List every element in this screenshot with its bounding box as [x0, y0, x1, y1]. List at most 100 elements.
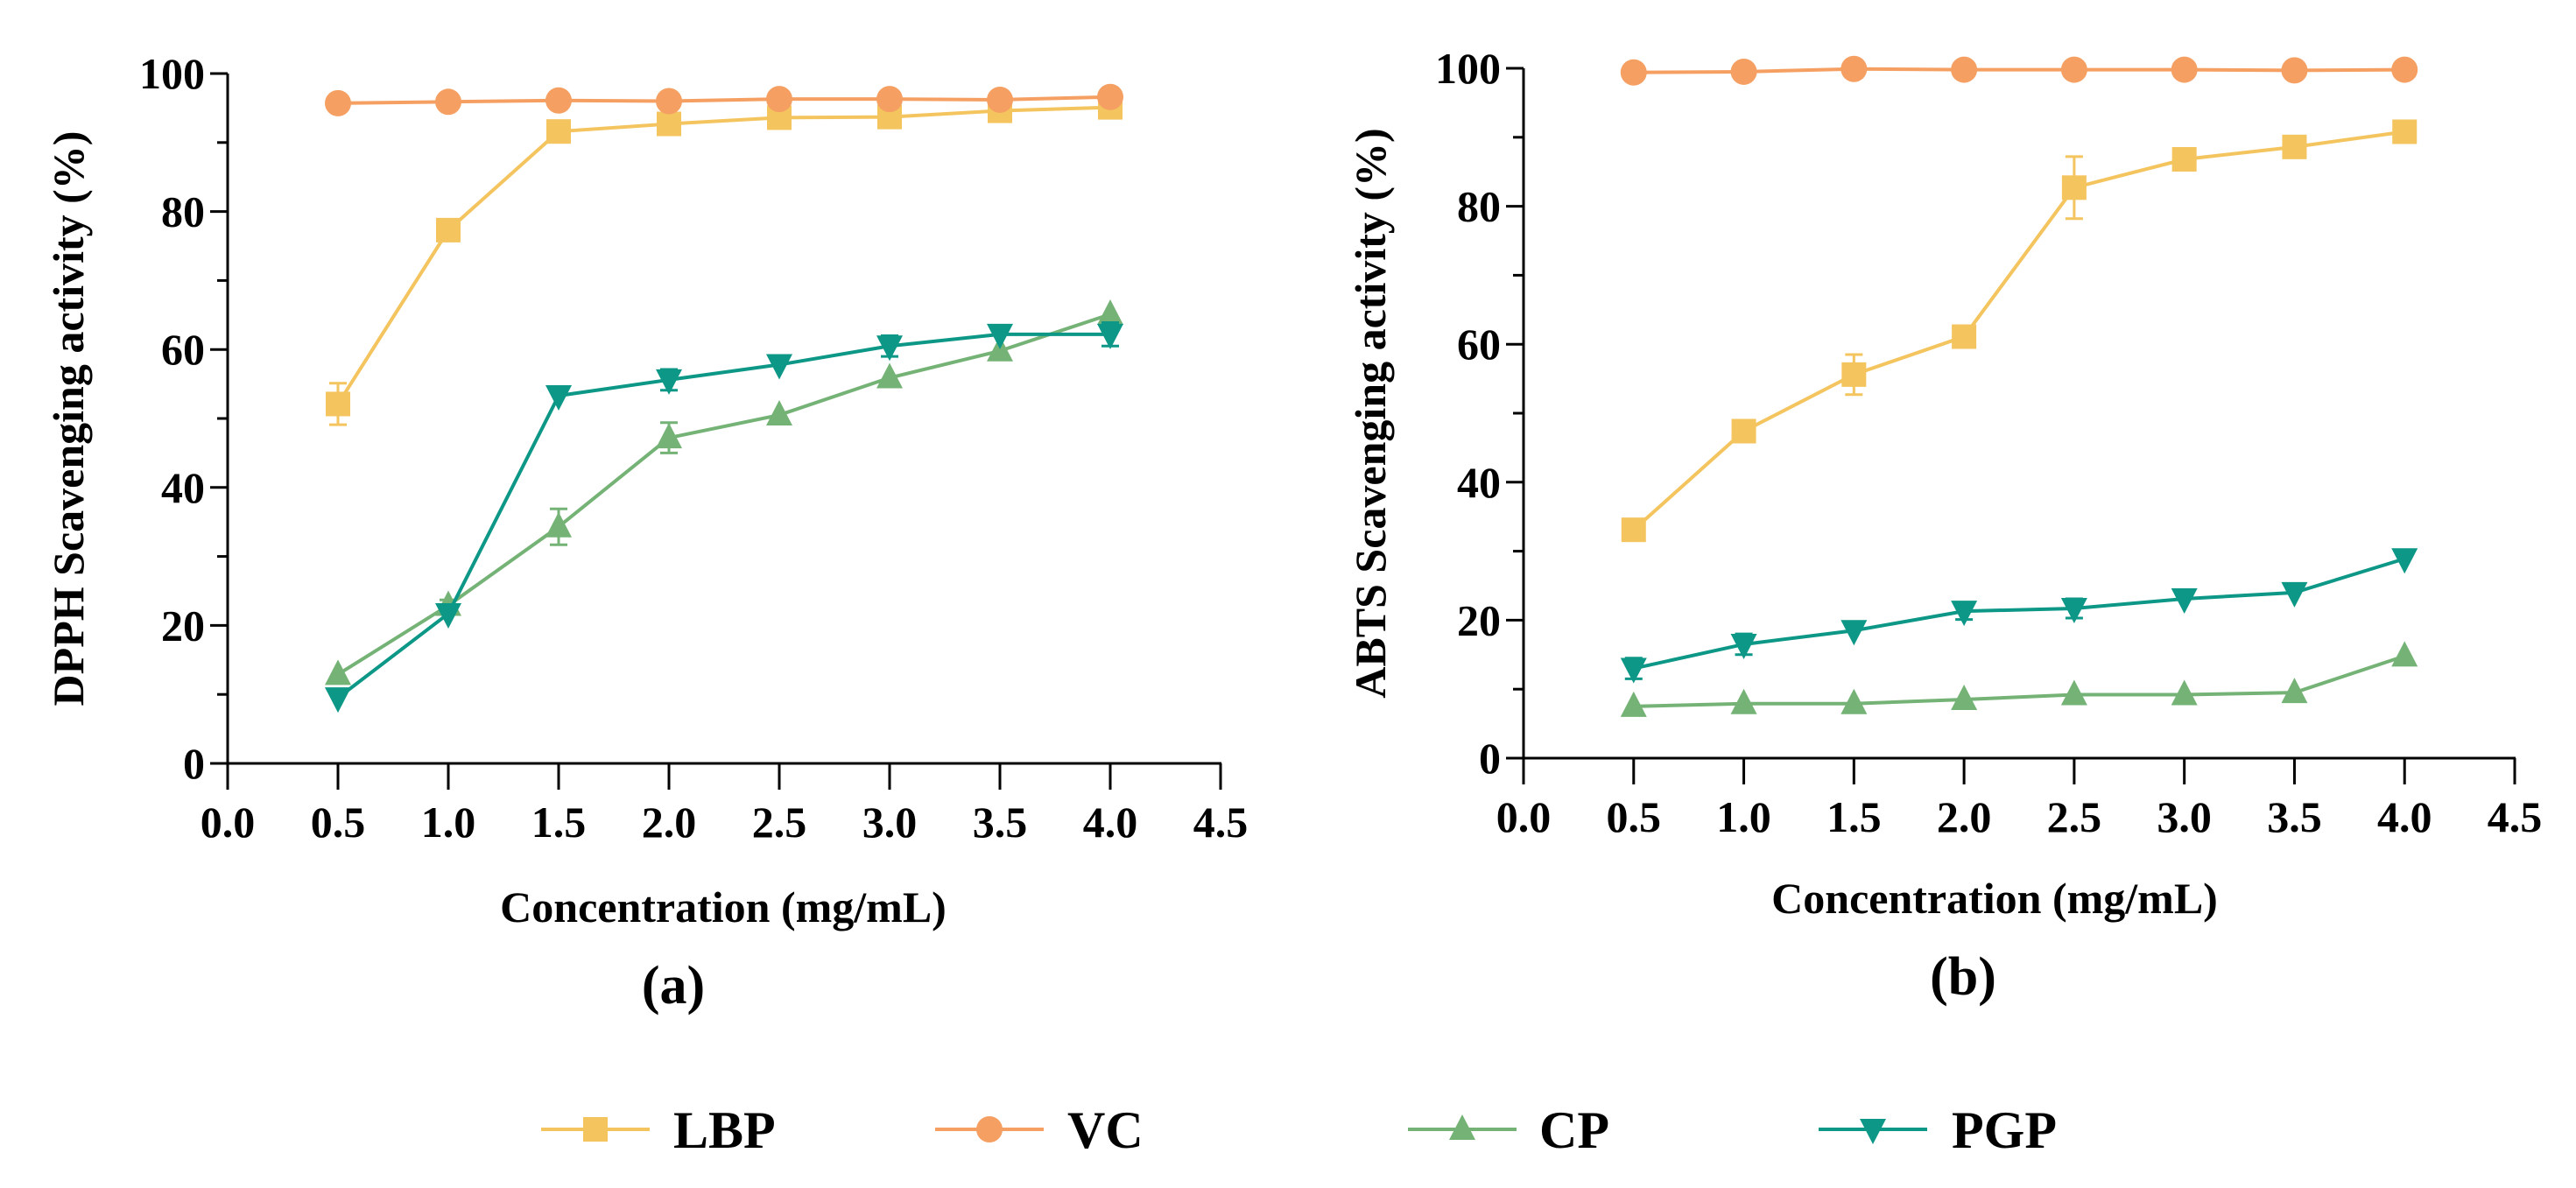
- chart-b-abts: ABTS Scavenging activity (%) Concentrati…: [1346, 44, 2542, 1007]
- data-point-vc: [1097, 83, 1123, 110]
- data-point-vc: [1620, 59, 1647, 86]
- data-point-lbp: [2392, 119, 2418, 144]
- legend-marker-lbp: [583, 1117, 608, 1142]
- x-tick-label: 4.0: [2377, 792, 2432, 841]
- y-tick-label: 80: [161, 187, 205, 236]
- x-tick-label: 3.0: [2157, 792, 2212, 841]
- data-point-lbp: [326, 391, 350, 417]
- data-point-pgp: [987, 323, 1013, 349]
- data-point-pgp: [435, 603, 461, 629]
- x-tick-label: 3.0: [862, 798, 918, 847]
- legend-label-lbp: LBP: [673, 1101, 776, 1159]
- y-tick-label: 80: [1457, 182, 1501, 231]
- legend-label-cp: CP: [1539, 1101, 1609, 1159]
- data-point-lbp: [1952, 324, 1977, 349]
- series-lbp: [326, 95, 1123, 426]
- y-tick-label: 0: [1479, 734, 1501, 783]
- x-tick-label: 3.5: [2267, 792, 2322, 841]
- data-point-vc: [435, 88, 461, 116]
- x-tick-label: 1.0: [421, 798, 476, 847]
- legend-item-vc: VC: [935, 1101, 1144, 1159]
- chart-b-y-axis-title: ABTS Scavenging activity (%): [1346, 128, 1395, 698]
- data-point-pgp: [1730, 633, 1757, 659]
- y-tick-label: 100: [139, 49, 205, 98]
- chart-a-panel-label: (a): [642, 956, 705, 1016]
- series-vc-line: [1633, 67, 2405, 74]
- series-cp: [1620, 641, 2418, 717]
- y-tick-label: 20: [1457, 595, 1501, 644]
- data-point-cp: [1730, 688, 1757, 714]
- data-point-cp: [656, 423, 682, 449]
- x-tick-label: 0.0: [201, 798, 256, 847]
- data-point-lbp: [2061, 175, 2087, 200]
- y-tick-label: 60: [1457, 320, 1501, 369]
- data-point-cp: [1097, 299, 1123, 326]
- series-vc: [1620, 55, 2418, 86]
- series-lbp: [1621, 119, 2418, 543]
- chart-a-axes: 0 20 40 60 80 100 0.0 0.5 1.0 1.5 2.0 2.5 3.0 3.5 4.0 4…: [139, 49, 1248, 847]
- data-point-lbp: [2171, 147, 2197, 172]
- x-tick-label: 2.5: [2047, 792, 2102, 841]
- chart-a-x-axis-title: Concentration (mg/mL): [500, 882, 947, 931]
- data-point-cp: [876, 362, 903, 389]
- data-point-pgp: [1620, 657, 1647, 684]
- data-point-pgp: [1841, 620, 1868, 646]
- legend-item-lbp: LBP: [541, 1101, 776, 1159]
- series-pgp-line: [336, 332, 1110, 699]
- y-tick-label: 40: [1457, 458, 1501, 507]
- data-point-vc: [325, 89, 351, 116]
- data-point-cp: [2391, 641, 2418, 667]
- series-pgp: [325, 320, 1123, 714]
- data-point-vc: [1841, 55, 1868, 82]
- data-point-pgp: [2060, 598, 2087, 624]
- legend-marker-cp: [1449, 1114, 1475, 1140]
- series-cp-line: [1633, 654, 2405, 708]
- data-point-pgp: [876, 335, 903, 362]
- x-tick-label: 1.0: [1716, 792, 1771, 841]
- data-point-lbp: [657, 111, 681, 137]
- x-tick-label: 1.5: [531, 798, 587, 847]
- x-tick-label: 4.5: [2488, 792, 2543, 841]
- legend-item-pgp: PGP: [1819, 1101, 2057, 1159]
- data-point-cp: [2171, 679, 2198, 706]
- data-point-cp: [325, 659, 351, 685]
- data-point-lbp: [1841, 362, 1867, 387]
- series-pgp: [1620, 548, 2418, 684]
- legend-marker-pgp: [1860, 1119, 1886, 1144]
- data-point-pgp: [545, 384, 572, 411]
- data-point-vc: [766, 86, 792, 113]
- y-tick-label: 60: [161, 325, 205, 374]
- legend-marker-vc: [976, 1116, 1003, 1142]
- data-point-pgp: [1097, 323, 1123, 349]
- data-point-pgp: [766, 354, 792, 380]
- x-tick-label: 4.5: [1193, 798, 1249, 847]
- x-tick-label: 3.5: [973, 798, 1028, 847]
- chart-a-dpph: DPPH Scavenging activity (%) Concentrati…: [44, 49, 1248, 1016]
- data-point-pgp: [2171, 587, 2198, 614]
- data-point-pgp: [2391, 548, 2418, 574]
- data-point-lbp: [2282, 134, 2307, 159]
- data-point-vc: [656, 88, 682, 115]
- y-tick-label: 20: [161, 601, 205, 650]
- data-point-cp: [1841, 688, 1868, 714]
- chart-b-x-axis-title: Concentration (mg/mL): [1771, 874, 2218, 923]
- data-point-lbp: [1731, 418, 1756, 444]
- series-cp-line: [336, 313, 1111, 677]
- data-point-pgp: [1951, 601, 1978, 627]
- data-point-pgp: [2281, 581, 2308, 608]
- data-point-cp: [2060, 679, 2087, 706]
- chart-b-panel-label: (b): [1930, 947, 1996, 1007]
- legend-label-vc: VC: [1067, 1101, 1144, 1159]
- legend-label-pgp: PGP: [1952, 1101, 2057, 1159]
- legend: LBP VC CP PGP: [541, 1101, 2057, 1159]
- data-point-cp: [2281, 678, 2308, 704]
- x-tick-label: 4.0: [1083, 798, 1138, 847]
- series-lbp-line: [1632, 130, 2405, 531]
- data-point-cp: [1951, 685, 1978, 711]
- data-point-pgp: [656, 369, 682, 395]
- data-point-lbp: [436, 217, 461, 243]
- x-tick-label: 0.0: [1496, 792, 1552, 841]
- data-point-pgp: [325, 687, 351, 714]
- x-tick-label: 2.0: [1937, 792, 1992, 841]
- series-vc: [325, 83, 1123, 116]
